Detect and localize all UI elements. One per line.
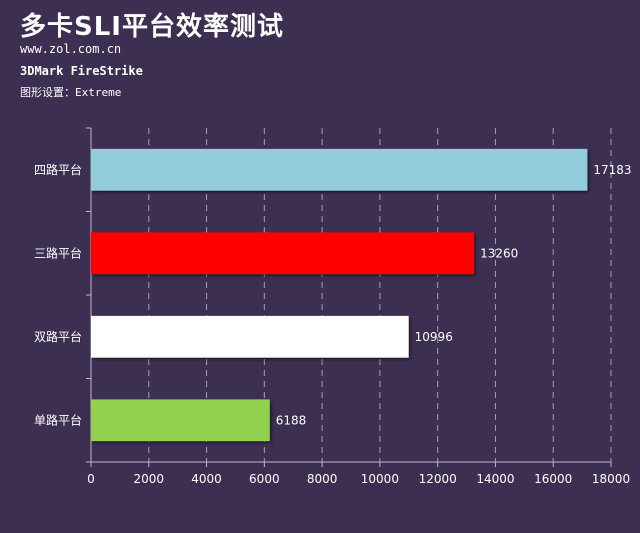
x-tick-label: 16000	[534, 472, 572, 486]
benchmark-name: 3DMark FireStrike	[20, 64, 143, 78]
bar	[91, 399, 270, 442]
category-label: 三路平台	[34, 245, 82, 260]
data-label: 10996	[415, 330, 453, 344]
x-tick-label: 2000	[134, 472, 165, 486]
bar	[91, 232, 475, 275]
graphics-setting: 图形设置：Extreme	[20, 86, 122, 99]
category-label: 单路平台	[34, 412, 82, 427]
x-tick-label: 6000	[249, 472, 280, 486]
x-tick-label: 10000	[361, 472, 399, 486]
x-tick-label: 18000	[592, 472, 630, 486]
data-label: 13260	[480, 246, 518, 260]
site-url: www.zol.com.cn	[20, 42, 122, 56]
x-tick-label: 4000	[191, 472, 222, 486]
bar	[91, 315, 409, 358]
bar	[91, 148, 588, 191]
category-label: 双路平台	[34, 329, 82, 344]
x-tick-label: 0	[87, 472, 95, 486]
category-label: 四路平台	[34, 162, 82, 177]
x-tick-label: 14000	[476, 472, 514, 486]
data-label: 17183	[593, 163, 631, 177]
chart-title: 多卡SLI平台效率测试	[20, 12, 284, 42]
data-label: 6188	[276, 413, 307, 427]
x-tick-label: 12000	[419, 472, 457, 486]
x-tick-label: 8000	[307, 472, 338, 486]
